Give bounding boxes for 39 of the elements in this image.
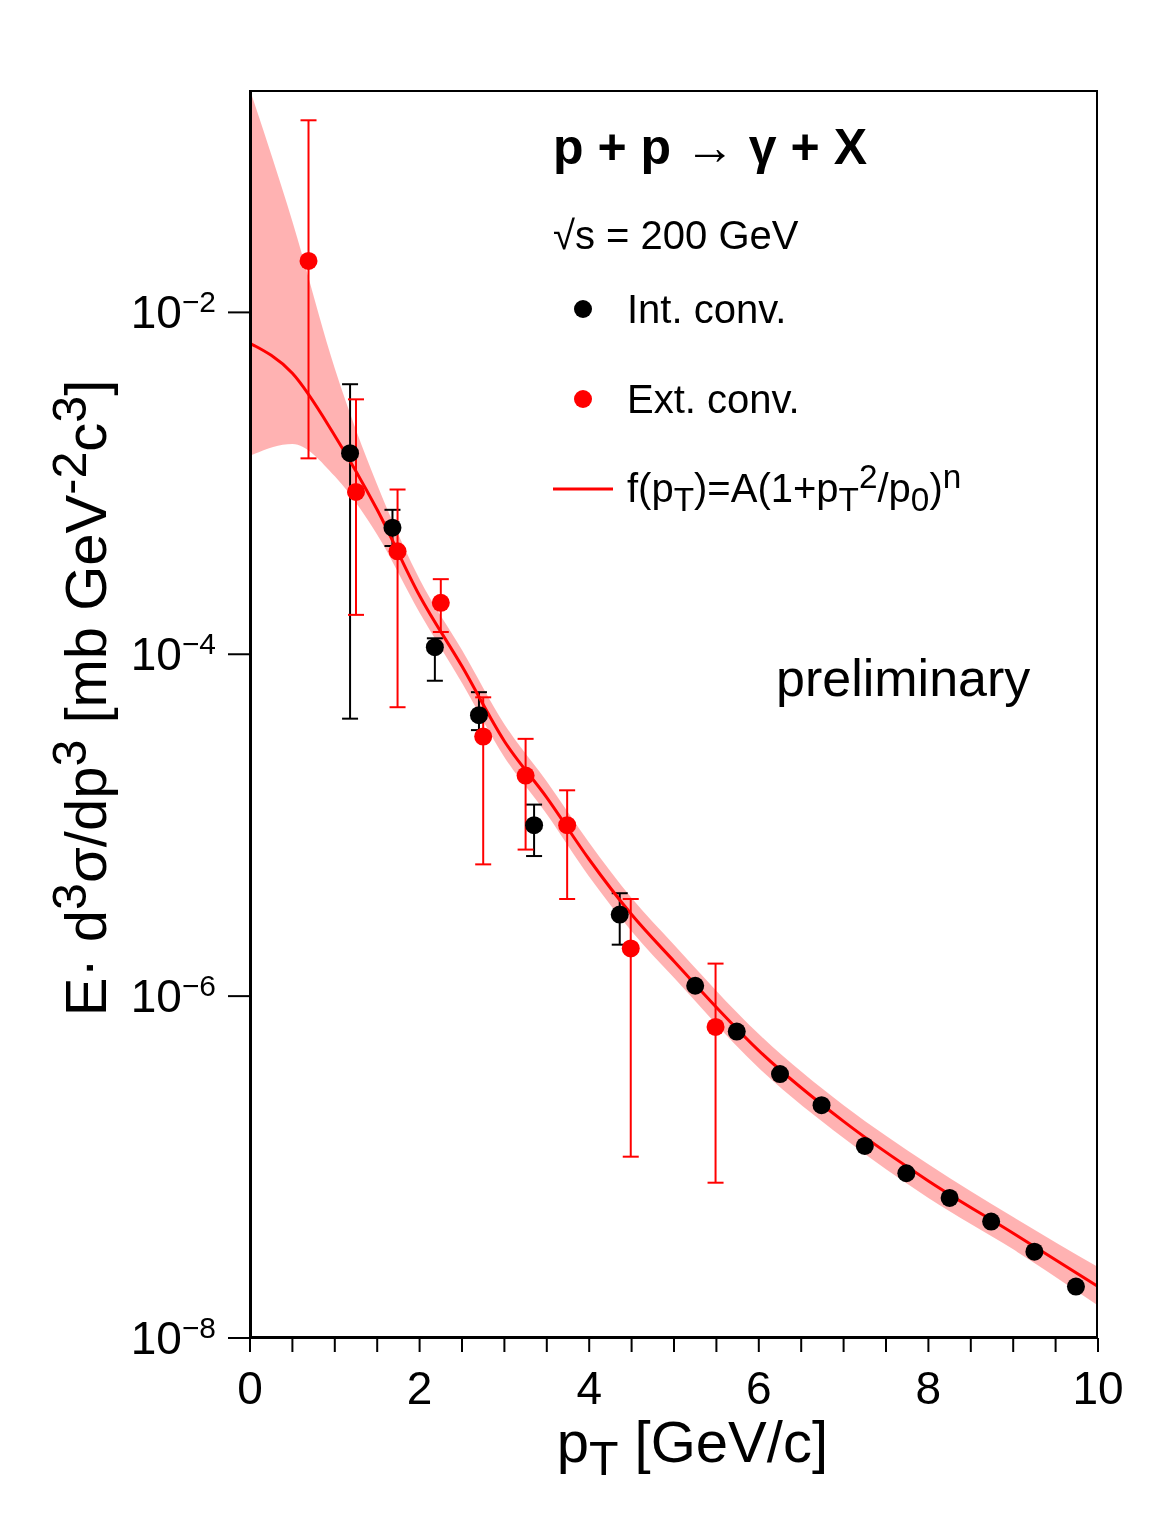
x-tick-label: 8 <box>915 1362 942 1414</box>
point <box>431 593 450 612</box>
y-tick-label: 10$^{−4}$ <box>130 626 216 681</box>
point <box>706 1017 725 1036</box>
annotation: p + p → γ + X <box>553 118 867 176</box>
x-tick-label: 0 <box>237 1362 263 1414</box>
point <box>474 727 493 746</box>
point <box>855 1136 874 1155</box>
point <box>982 1212 1001 1231</box>
point <box>388 542 407 561</box>
point <box>299 251 318 270</box>
legend-label: Int. conv. <box>627 286 787 332</box>
point <box>469 706 488 725</box>
y-tick-label: 10$^{−6}$ <box>130 968 216 1023</box>
y-tick-label: 10$^{−8}$ <box>130 1310 216 1364</box>
annotation: preliminary <box>776 648 1031 708</box>
legend-label: Ext. conv. <box>627 376 800 422</box>
point <box>383 518 402 537</box>
point <box>425 638 444 657</box>
point <box>558 816 577 835</box>
point <box>621 939 640 958</box>
y-tick-label: 10$^{−2}$ <box>130 284 216 339</box>
point <box>727 1022 746 1041</box>
point <box>525 816 544 835</box>
annotation: √s = 200 GeV <box>553 213 799 258</box>
point <box>686 976 705 995</box>
point <box>347 482 365 501</box>
x-tick-label: 10 <box>1072 1362 1124 1414</box>
point <box>1066 1277 1085 1296</box>
point <box>940 1188 959 1207</box>
point <box>812 1096 831 1115</box>
point <box>1025 1242 1044 1261</box>
point <box>610 905 629 924</box>
point <box>771 1065 789 1084</box>
point <box>516 766 535 785</box>
x-tick-label: 2 <box>406 1362 433 1414</box>
point <box>341 444 360 463</box>
text: f(p$_{T}$)=A(1+p$_{T}$$^{2}$/p$_{0}$)$^{n}$ <box>627 458 962 519</box>
point <box>897 1164 916 1183</box>
